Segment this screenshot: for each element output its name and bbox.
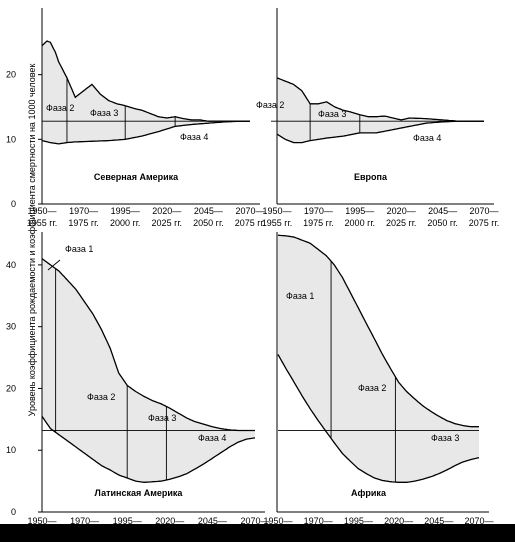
death-rate-line: [277, 354, 480, 483]
x-tick-label: 1950—: [27, 206, 56, 216]
x-tick-label: 1995—: [113, 516, 142, 526]
y-tick-label: 20: [6, 383, 16, 393]
transition-area: [42, 41, 250, 144]
phase-label-1: Фаза 1: [286, 291, 314, 301]
region-title: Африка: [351, 488, 387, 498]
y-tick-label: 10: [6, 134, 16, 144]
phase-label-2: Фаза 2: [87, 392, 115, 402]
death-rate-line: [41, 120, 250, 145]
x-tick-label: 1950—: [263, 516, 292, 526]
phase-label-4: Фаза 4: [198, 433, 226, 443]
x-tick-label: 1950—: [27, 516, 56, 526]
x-tick-label: 1995—: [111, 206, 140, 216]
birth-rate-line: [41, 258, 255, 432]
transition-area: [278, 235, 479, 483]
x-tick-label-secondary: 1955 гг.: [262, 218, 293, 228]
phase-label-1: Фаза 2: [256, 100, 284, 110]
x-tick-label: 2045—: [194, 206, 223, 216]
x-tick-label: 1970—: [304, 206, 333, 216]
x-tick-label-secondary: 2000 гг.: [345, 218, 376, 228]
phase-label-2: Фаза 3: [318, 109, 346, 119]
x-tick-label-secondary: 2075 гг.: [469, 218, 500, 228]
x-tick-label: 2045—: [428, 206, 457, 216]
region-title: Латинская Америка: [95, 488, 184, 498]
panels: 0 10 20 1950— 1970— 1995— 2020— 2045— 2070— 1955 …: [6, 8, 499, 526]
birth-rate-line: [276, 77, 484, 122]
phase1-marker: [47, 259, 61, 271]
x-tick-label: 2070—: [235, 206, 264, 216]
death-rate-line: [41, 415, 256, 483]
phase-label-2: Фаза 2: [358, 383, 386, 393]
x-tick-label-secondary: 2050 гг.: [427, 218, 458, 228]
bottom-black-bar: [0, 524, 515, 542]
x-tick-label: 1950—: [262, 206, 291, 216]
y-axis-title-group: Уровень коэффициента рождаемости и коэфф…: [27, 64, 37, 417]
x-tick-label: 2070—: [464, 516, 493, 526]
panel-eu: 1950— 1970— 1995— 2020— 2045— 2070— 1955 гг. 19…: [256, 8, 499, 228]
phase-label-1: Фаза 1: [65, 244, 93, 254]
x-tick-label-secondary: 2025 гг.: [386, 218, 417, 228]
x-tick-label-secondary: 1975 гг.: [68, 218, 99, 228]
birth-rate-line: [277, 234, 479, 428]
transition-area: [42, 258, 255, 483]
phase-label-3: Фаза 3: [148, 413, 176, 423]
x-tick-label-secondary: 1975 гг.: [303, 218, 334, 228]
x-tick-label: 1970—: [70, 516, 99, 526]
phase-label-2: Фаза 3: [90, 108, 118, 118]
x-tick-label-secondary: 1955 гг.: [27, 218, 58, 228]
y-tick-label: 10: [6, 445, 16, 455]
y-tick-label: 40: [6, 260, 16, 270]
panel-af: 1950— 1970— 1995— 2020— 2045— 2070— Африка Фаза…: [263, 232, 494, 526]
phase-label-3: Фаза 4: [413, 133, 441, 143]
x-tick-label: 2020—: [387, 206, 416, 216]
y-axis-title: Уровень коэффициента рождаемости и коэфф…: [27, 64, 37, 417]
region-title: Северная Америка: [94, 172, 179, 182]
x-tick-label-secondary: 2050 гг.: [193, 218, 224, 228]
region-title: Европа: [354, 172, 388, 182]
y-tick-label: 30: [6, 322, 16, 332]
x-tick-label: 1995—: [345, 206, 374, 216]
y-tick-label: 0: [11, 507, 16, 517]
x-tick-label-secondary: 2000 гг.: [110, 218, 141, 228]
x-tick-label: 1970—: [69, 206, 98, 216]
x-tick-label: 2045—: [198, 516, 227, 526]
phase-label-3: Фаза 4: [180, 132, 208, 142]
x-tick-label: 2020—: [384, 516, 413, 526]
x-tick-label: 2020—: [152, 206, 181, 216]
x-tick-label: 1970—: [304, 516, 333, 526]
transition-area: [277, 77, 484, 143]
x-tick-label-secondary: 2075 гг.: [235, 218, 266, 228]
x-tick-label-secondary: 2025 гг.: [152, 218, 183, 228]
x-tick-label: 1995—: [344, 516, 373, 526]
phase-label-3: Фаза 3: [431, 433, 459, 443]
y-tick-label: 0: [11, 199, 16, 209]
x-tick-label: 2045—: [424, 516, 453, 526]
phase-label-1: Фаза 2: [46, 103, 74, 113]
x-tick-label: 2070—: [469, 206, 498, 216]
y-tick-label: 20: [6, 70, 16, 80]
panel-la: 0 10 20 30 40 1950— 1970— 1995— 2020— 2045— 2070— Л…: [6, 232, 270, 526]
panel-na: 0 10 20 1950— 1970— 1995— 2020— 2045— 2070— 1955 …: [6, 8, 265, 228]
x-tick-label: 2070—: [240, 516, 269, 526]
x-tick-label: 2020—: [155, 516, 184, 526]
death-rate-line: [276, 120, 484, 144]
birth-rate-line: [41, 40, 250, 122]
